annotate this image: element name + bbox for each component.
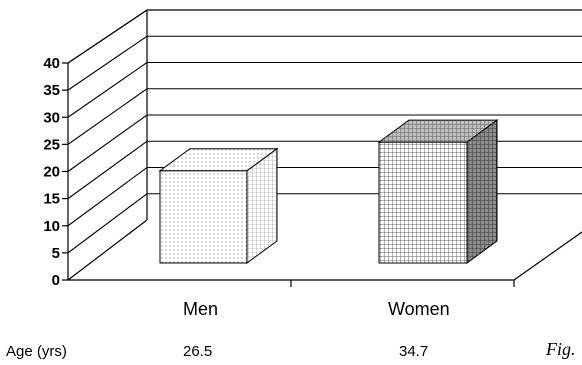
y-tick-label-0: 0	[52, 272, 60, 289]
figure-label: Fig.	[545, 339, 576, 359]
gridline-5	[67, 193, 582, 254]
y-tick-label-35: 35	[43, 82, 60, 99]
y-tick-label-30: 30	[43, 109, 60, 126]
gridline-15	[67, 140, 582, 200]
gridline-20	[67, 114, 582, 172]
y-tick-label-25: 25	[43, 136, 60, 153]
table-cell-men: 26.5	[183, 343, 212, 360]
y-tick-label-5: 5	[52, 245, 60, 262]
category-labels: Men Women	[183, 299, 450, 319]
y-tick-label-20: 20	[43, 164, 60, 181]
bar-men-front	[159, 170, 248, 264]
gridline-40	[67, 9, 582, 64]
gridline-30	[67, 61, 582, 118]
y-tick-label-15: 15	[43, 191, 60, 208]
bar-women-front	[378, 141, 468, 264]
gridline-10	[67, 166, 582, 227]
bar-men-top	[158, 148, 279, 172]
y-axis-labels: 0 5 10 15 20 25 30 35 40	[43, 55, 60, 289]
y-tick-label-10: 10	[43, 218, 60, 235]
gridlines	[67, 9, 582, 254]
category-label-women: Women	[388, 299, 450, 319]
y-tick-label-40: 40	[43, 55, 60, 72]
table-cell-women: 34.7	[399, 343, 428, 360]
bar-women-side	[466, 119, 498, 264]
category-label-men: Men	[183, 299, 218, 319]
plot-frame	[67, 9, 582, 281]
data-table: Age (yrs) 26.5 34.7	[6, 343, 428, 360]
gridline-25	[67, 88, 582, 145]
x-axis-tick-marks	[290, 280, 515, 287]
table-row-label: Age (yrs)	[6, 343, 67, 360]
gridline-35	[67, 35, 582, 91]
bars	[158, 119, 499, 264]
bar-women-top	[377, 119, 499, 143]
y-axis-tick-marks	[62, 62, 68, 281]
